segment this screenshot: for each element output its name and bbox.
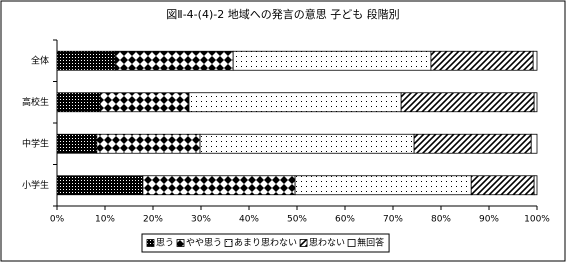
legend-label: 無回答 [357,237,384,249]
x-tick-label: 30% [191,215,211,225]
x-tick-label: 100% [524,215,550,225]
x-tick-label: 10% [95,215,115,225]
bar-segment [294,175,472,196]
bar-segment [114,50,234,71]
bar-segment [188,92,402,113]
y-tick-label: 高校生 [22,96,49,108]
x-tick-label: 80% [431,215,451,225]
bar-segment [56,92,101,113]
legend-label: やや思う [186,238,222,249]
x-tick-label: 40% [239,215,259,225]
y-tick-label: 小学生 [22,179,49,191]
legend-swatch [224,239,233,247]
bar-segment [232,50,432,71]
bar-segment [400,92,535,113]
x-tick-label: 50% [287,215,307,225]
bar-segment [533,92,538,113]
bar-segment [532,50,538,71]
legend: 思う やや思う あまり思わない 思わない 無回答 [141,233,390,253]
legend-swatch [146,239,155,247]
legend-label: あまり思わない [234,238,297,249]
legend-label: 思わない [309,238,345,249]
x-tick-label: 90% [479,215,499,225]
x-tick-label: 20% [143,215,163,225]
x-tick-label: 60% [335,215,355,225]
bar-segment [96,133,201,154]
bar-segment [530,133,538,154]
legend-label: 思う [156,238,174,249]
bar-segment [99,92,190,113]
bar-segment [56,175,144,196]
bar-segment [56,50,116,71]
bar-segment [430,50,534,71]
x-tick-label: 70% [383,215,403,225]
bar-segment [533,175,538,196]
y-tick-label: 中学生 [22,137,49,149]
bar-segment [413,133,532,154]
chart-title: 図Ⅱ-4-(4)-2 地域への発言の意思 子ども 段階別 [166,7,399,21]
y-tick-label: 全体 [31,54,49,66]
x-tick-label: 0% [50,215,65,225]
bar-segment [142,175,296,196]
legend-frame [141,233,390,253]
legend-swatch [299,239,308,247]
legend-swatch [176,239,185,247]
bar-segment [199,133,415,154]
bar-segment [470,175,535,196]
bar-segment [56,133,98,154]
legend-swatch [347,239,356,247]
